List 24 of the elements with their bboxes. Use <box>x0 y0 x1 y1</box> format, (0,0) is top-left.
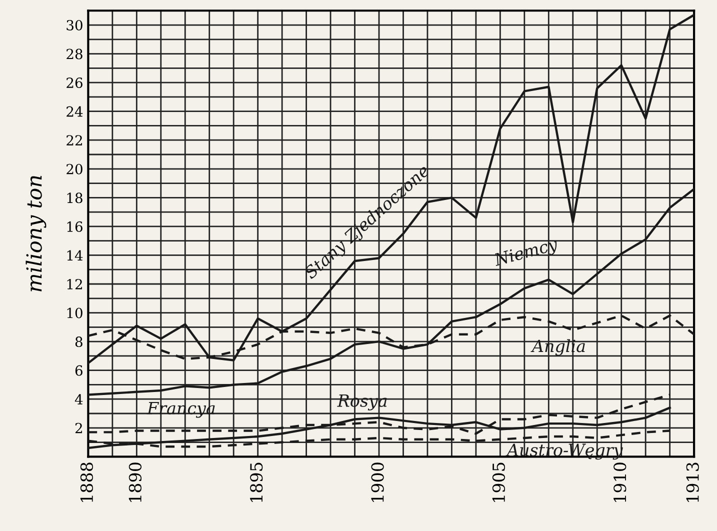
y-tick-label: 2 <box>75 422 82 434</box>
y-tick-label: 12 <box>67 278 82 290</box>
y-tick-label: 16 <box>67 221 82 232</box>
x-tick-label: 1888 <box>80 462 94 502</box>
x-tick-label: 1905 <box>492 462 506 502</box>
x-tick-label: 1900 <box>371 462 384 502</box>
y-tick-label: 24 <box>66 106 83 117</box>
y-tick-label: 28 <box>66 48 82 60</box>
y-tick-label: 26 <box>66 78 82 88</box>
y-tick-label: 20 <box>66 164 82 174</box>
x-tick-label: 1895 <box>250 462 263 502</box>
y-tick-label: 6 <box>75 365 82 376</box>
y-tick-label: 22 <box>66 135 82 146</box>
y-tick-label: 30 <box>66 20 82 30</box>
y-tick-label: 10 <box>67 308 82 318</box>
x-tick-label: 1913 <box>686 462 699 502</box>
y-tick-label: 4 <box>74 394 83 404</box>
x-tick-label: 1910 <box>614 462 626 502</box>
x-tick-label: 1890 <box>128 462 142 502</box>
y-tick-label: 8 <box>75 336 82 348</box>
text: Niemcy <box>492 237 560 270</box>
y-tick-label: 18 <box>67 192 82 204</box>
y-axis-title: miliony ton <box>26 176 46 292</box>
y-tick-label: 14 <box>67 250 83 260</box>
